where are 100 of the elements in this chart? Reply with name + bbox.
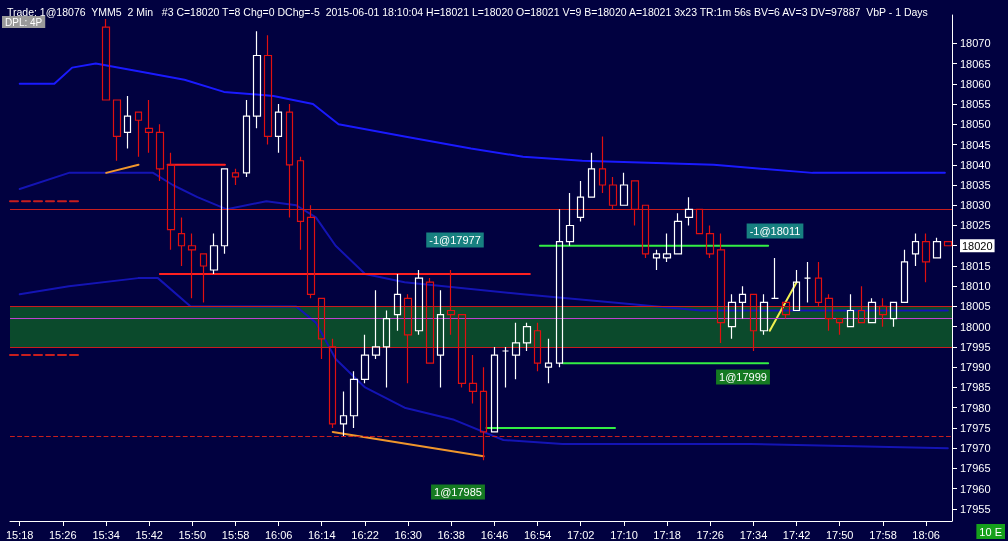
x-tick-label: 17:58 bbox=[869, 528, 897, 541]
candlestick bbox=[857, 285, 866, 324]
candlestick bbox=[727, 293, 737, 340]
candlestick bbox=[932, 237, 942, 259]
y-tick-label: 17990 bbox=[960, 361, 991, 374]
y-tick-label: 18015 bbox=[960, 259, 991, 272]
candlestick bbox=[921, 232, 931, 283]
x-tick-label: 15:34 bbox=[92, 528, 120, 541]
x-tick-label: 16:22 bbox=[351, 528, 379, 541]
candlestick bbox=[166, 152, 176, 251]
candlestick bbox=[911, 232, 920, 267]
y-tick-label: 17960 bbox=[960, 482, 991, 495]
candlestick bbox=[187, 232, 197, 299]
candlestick bbox=[770, 257, 780, 299]
candlestick bbox=[425, 277, 435, 364]
candlestick bbox=[705, 224, 715, 259]
candlestick bbox=[101, 18, 111, 101]
candlestick bbox=[759, 293, 769, 336]
candlestick bbox=[587, 152, 596, 198]
candlestick bbox=[846, 293, 855, 328]
y-tick-label: 18050 bbox=[960, 118, 991, 131]
candlestick bbox=[738, 285, 747, 320]
candlestick bbox=[339, 390, 348, 437]
candlestick bbox=[446, 269, 456, 336]
candlestick bbox=[382, 309, 391, 389]
x-tick-label: 15:58 bbox=[221, 528, 250, 541]
candlestick bbox=[749, 293, 758, 352]
candlestick bbox=[349, 370, 359, 429]
candlestick bbox=[112, 99, 122, 162]
candlestick bbox=[317, 297, 326, 360]
x-tick-label: 16:54 bbox=[523, 528, 552, 541]
y-tick-label: 17965 bbox=[960, 462, 991, 475]
candlestick bbox=[522, 322, 532, 352]
y-tick-label: 18020 bbox=[962, 239, 993, 252]
y-tick-label: 18060 bbox=[960, 77, 991, 90]
annotation: -1@18011 bbox=[749, 225, 801, 237]
candlestick bbox=[608, 176, 618, 210]
candlestick bbox=[328, 338, 337, 429]
candlestick bbox=[414, 269, 424, 336]
line-series bbox=[18, 62, 946, 174]
y-tick-label: 18035 bbox=[960, 179, 991, 192]
y-tick-label: 18065 bbox=[960, 57, 991, 70]
candlestick bbox=[824, 293, 834, 332]
candlestick bbox=[296, 156, 305, 251]
candlestick bbox=[306, 204, 316, 299]
candlestick bbox=[371, 289, 381, 360]
y-tick-label: 17955 bbox=[960, 502, 991, 515]
x-tick-label: 15:50 bbox=[178, 528, 207, 541]
y-tick-label: 18005 bbox=[960, 300, 991, 313]
candlestick bbox=[457, 313, 467, 389]
y-tick-label: 18000 bbox=[960, 320, 991, 333]
candlestick bbox=[144, 99, 154, 154]
x-tick-label: 17:10 bbox=[610, 528, 638, 541]
candlestick bbox=[619, 172, 629, 206]
annotation: 1@17999 bbox=[719, 371, 767, 383]
candlestick bbox=[544, 338, 553, 384]
candlestick bbox=[716, 232, 726, 344]
y-tick-label: 17970 bbox=[960, 442, 991, 455]
candlestick bbox=[576, 180, 585, 223]
candlestick bbox=[134, 111, 143, 158]
x-tick-label: 16:46 bbox=[480, 528, 509, 541]
candlestick bbox=[177, 216, 186, 267]
candlestick bbox=[878, 297, 888, 328]
candlestick bbox=[781, 301, 791, 320]
chart-subtitle: DPL: 4P bbox=[5, 16, 43, 28]
candlestick bbox=[209, 232, 219, 275]
y-tick-label: 18045 bbox=[960, 138, 991, 151]
candlestick bbox=[199, 253, 208, 304]
candlestick bbox=[652, 249, 661, 271]
line-series bbox=[18, 171, 949, 312]
candlestick bbox=[555, 208, 564, 368]
candlestick bbox=[403, 293, 413, 384]
candlestick bbox=[360, 334, 370, 384]
candlestick bbox=[393, 273, 402, 332]
y-tick-label: 18010 bbox=[960, 280, 991, 293]
y-tick-label: 18025 bbox=[960, 219, 991, 232]
candlestick bbox=[695, 208, 704, 235]
candlestick bbox=[900, 249, 909, 304]
candlestick bbox=[792, 269, 801, 312]
candlestick bbox=[889, 301, 898, 328]
x-tick-label: 15:42 bbox=[135, 528, 163, 541]
x-tick-label: 15:18 bbox=[5, 528, 34, 541]
y-tick-label: 17980 bbox=[960, 401, 991, 414]
x-tick-label: 16:14 bbox=[307, 528, 336, 541]
x-tick-label: 17:34 bbox=[739, 528, 768, 541]
candlestick bbox=[242, 99, 251, 178]
y-tick-label: 18070 bbox=[960, 37, 991, 50]
x-tick-label: 17:42 bbox=[782, 528, 811, 541]
candlestick bbox=[263, 34, 273, 146]
candlestick bbox=[155, 123, 165, 182]
candlestick bbox=[533, 322, 542, 372]
candlestick bbox=[220, 168, 229, 255]
candlestick bbox=[835, 318, 844, 336]
y-tick-label: 17975 bbox=[960, 421, 991, 434]
candlestick bbox=[231, 168, 240, 186]
candlestick bbox=[641, 204, 650, 259]
x-tick-label: 17:02 bbox=[566, 528, 595, 541]
candlestick bbox=[285, 103, 294, 218]
candlestick bbox=[673, 212, 683, 255]
x-tick-label: 17:26 bbox=[696, 528, 724, 541]
